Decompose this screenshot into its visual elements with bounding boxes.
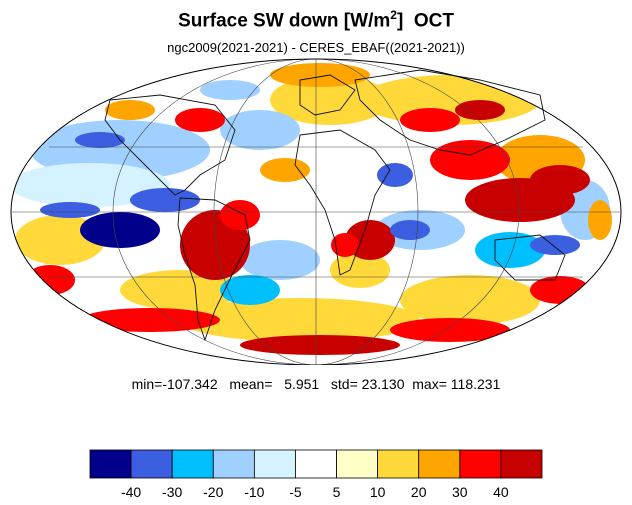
stats-line: min=-107.342 mean= 5.951 std= 23.130 max…	[0, 376, 632, 392]
colorbar-tick-label: -40	[120, 484, 142, 500]
std-label: std=	[330, 376, 358, 392]
title-superscript: 2	[390, 8, 397, 22]
colorbar-swatch	[89, 449, 132, 479]
colorbar-swatch	[253, 449, 296, 479]
colorbar-swatch	[377, 449, 420, 479]
colorbar-swatch	[295, 449, 337, 479]
globe-outline	[10, 58, 622, 365]
max-value: 118.231	[450, 376, 501, 392]
min-value: -107.342	[162, 376, 218, 392]
map-panel	[10, 58, 622, 365]
colorbar-tick-label: 40	[493, 484, 509, 500]
colorbar-tick-label: -30	[162, 484, 183, 500]
colorbar-swatch	[418, 449, 461, 479]
std-value: 23.130	[361, 376, 405, 392]
plot-title: Surface SW down [W/m2] OCT	[0, 8, 632, 32]
title-text: Surface SW down [W/m	[178, 10, 391, 32]
plot-subtitle: ngc2009(2021-2021) - CERES_EBAF((2021-20…	[167, 40, 465, 55]
colorbar-tick-label: 10	[369, 484, 386, 500]
colorbar-tick-label: 5	[332, 484, 341, 500]
colorbar-swatch	[336, 449, 379, 479]
graticule	[12, 58, 620, 365]
min-label: min=	[131, 376, 163, 392]
title-month: OCT	[413, 10, 454, 32]
max-label: max=	[412, 376, 447, 392]
colorbar-tick-label: 20	[410, 484, 427, 500]
colorbar-tick-label: -5	[289, 484, 302, 500]
colorbar-swatch	[500, 449, 543, 479]
title-close-bracket: ]	[396, 10, 404, 32]
colorbar-tick-label: -20	[203, 484, 224, 500]
coastlines	[104, 69, 566, 342]
colorbar-swatch	[212, 449, 255, 479]
colorbar-swatch	[171, 449, 214, 479]
colorbar-swatch	[130, 449, 173, 479]
colorbar-tick-label: -10	[244, 484, 265, 500]
mean-label: mean=	[229, 376, 273, 392]
colorbar-tick-label: 30	[452, 484, 468, 500]
mean-value: 5.951	[284, 376, 320, 392]
colorbar-swatch	[459, 449, 502, 479]
